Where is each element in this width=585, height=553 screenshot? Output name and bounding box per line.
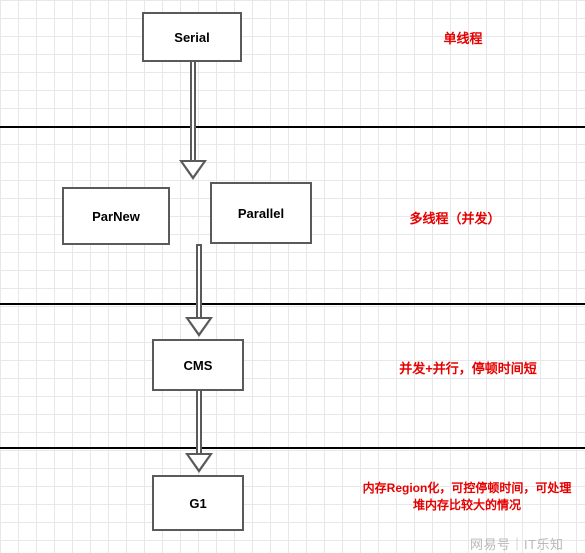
section-divider-2 (0, 303, 585, 305)
watermark-text: 网易号｜IT乐知 (470, 537, 564, 552)
annotation-text: 并发+并行，停顿时间短 (399, 361, 537, 376)
section-divider-1 (0, 126, 585, 128)
node-label: Serial (174, 30, 209, 45)
arrow-head-icon (179, 160, 207, 180)
node-label: CMS (184, 358, 213, 373)
arrow-head-icon (185, 317, 213, 337)
node-label: Parallel (238, 206, 284, 221)
node-label: ParNew (92, 209, 140, 224)
annotation-multi-thread: 多线程（并发） (370, 210, 540, 228)
arrow-shaft (190, 62, 196, 160)
annotation-text: 单线程 (443, 31, 482, 46)
node-label: G1 (189, 496, 206, 511)
annotation-region: 内存Region化，可控停顿时间，可处理堆内存比较大的情况 (362, 480, 572, 514)
annotation-single-thread: 单线程 (403, 30, 523, 48)
annotation-text: 内存Region化，可控停顿时间，可处理堆内存比较大的情况 (363, 481, 572, 512)
node-g1: G1 (152, 475, 244, 531)
arrow-shaft (196, 391, 202, 453)
watermark: 网易号｜IT乐知 (470, 534, 564, 553)
node-serial: Serial (142, 12, 242, 62)
node-cms: CMS (152, 339, 244, 391)
annotation-concurrent-parallel: 并发+并行，停顿时间短 (358, 360, 578, 378)
arrow-head-icon (185, 453, 213, 473)
node-parnew: ParNew (62, 187, 170, 245)
grid-background (0, 0, 585, 553)
arrow-shaft (196, 246, 202, 317)
arrow-cms-to-g1 (192, 391, 206, 475)
annotation-text: 多线程（并发） (409, 211, 500, 226)
section-divider-3 (0, 447, 585, 449)
arrow-row2-to-cms (192, 246, 206, 339)
arrow-serial-to-row2 (186, 62, 200, 182)
node-parallel: Parallel (210, 182, 312, 244)
